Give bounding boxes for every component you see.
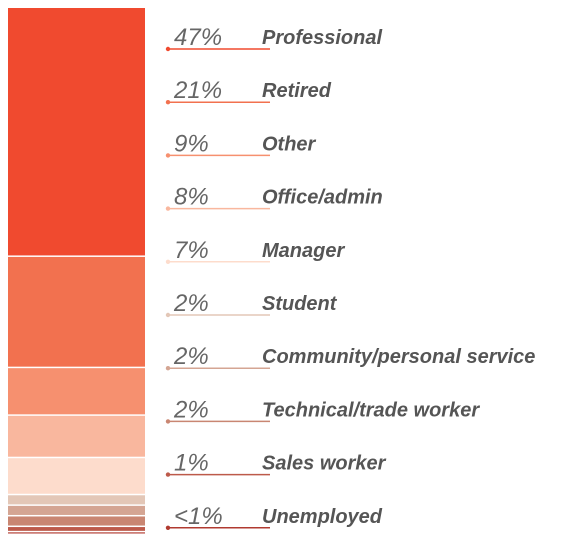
- category-label: Technical/trade worker: [262, 399, 480, 421]
- label-dot: [165, 206, 171, 211]
- value-label: 1%: [174, 450, 209, 477]
- label-dot: [165, 100, 171, 105]
- bar-segment: [8, 516, 145, 526]
- category-label: Professional: [262, 27, 382, 49]
- bar-segment: [8, 495, 145, 505]
- value-label: 9%: [174, 130, 209, 157]
- label-dot: [165, 525, 171, 530]
- label-dot: [165, 419, 171, 424]
- value-label: 7%: [174, 237, 209, 264]
- category-label: Unemployed: [262, 506, 383, 528]
- bar-segment: [8, 415, 145, 457]
- value-label: 2%: [173, 396, 209, 423]
- label-dot: [165, 259, 171, 264]
- category-label: Student: [262, 293, 338, 315]
- value-label: 8%: [174, 184, 209, 211]
- category-label: Other: [262, 133, 317, 155]
- value-label: 2%: [173, 343, 209, 370]
- category-label: Office/admin: [262, 187, 383, 209]
- bar-segment: [8, 527, 145, 531]
- value-label: 2%: [173, 290, 209, 317]
- label-dot: [165, 312, 171, 318]
- bar-segment: [8, 505, 145, 515]
- bar-segment: [8, 368, 145, 415]
- category-label: Community/personal service: [262, 346, 535, 368]
- value-label: 21%: [173, 77, 222, 104]
- label-dot: [165, 46, 171, 52]
- bar-segment: [8, 8, 145, 256]
- label-dot: [165, 153, 171, 158]
- value-label: <1%: [174, 503, 223, 530]
- category-label: Retired: [262, 80, 332, 102]
- label-dot: [165, 472, 171, 477]
- bar-segment: [8, 458, 145, 494]
- label-dot: [165, 366, 171, 371]
- value-label: 47%: [174, 24, 222, 51]
- bar-segment: [8, 256, 145, 367]
- category-label: Manager: [262, 240, 345, 262]
- bar-segment: [8, 532, 145, 534]
- category-label: Sales worker: [262, 453, 387, 475]
